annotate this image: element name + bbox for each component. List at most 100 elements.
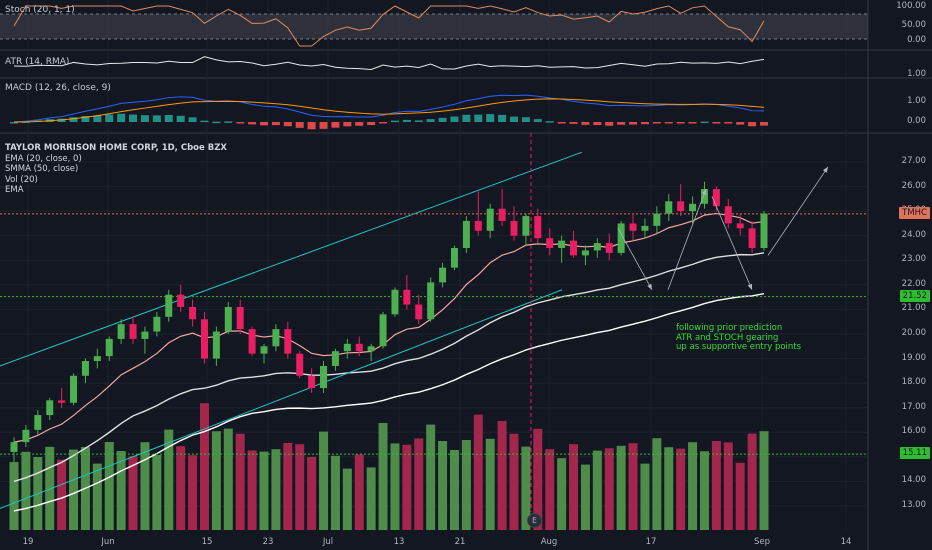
price-tick: 27.00 [901,156,926,166]
atr-pane-label: ATR (14, RMA) [5,57,70,67]
candle-body [81,361,89,376]
candle-body [462,220,470,248]
macd-histogram-bar [188,117,197,122]
prediction-arrow [617,228,653,290]
macd-histogram-bar [712,122,721,124]
candle-body [212,331,220,359]
volume-bar [497,421,507,530]
earnings-marker[interactable]: E [527,513,542,528]
volume-bar [330,455,340,530]
atr-line [13,56,765,71]
volume-bar [569,444,579,530]
volume-bar [485,438,495,530]
macd-histogram-bar [367,122,376,126]
arrow-head [822,166,828,173]
volume-bar [176,446,186,530]
macd-histogram-bar [736,122,745,125]
candle-body [165,294,173,317]
volume-bar [557,458,567,530]
time-tick: 21 [454,537,466,547]
candle-body [70,375,78,403]
arrow-head [747,283,752,290]
macd-histogram-bar [295,122,304,128]
candle-body [415,304,423,320]
candle-body [105,338,113,357]
candle-body [10,442,18,452]
time-tick: 14 [840,537,852,547]
volume-bar [235,433,245,530]
macd-histogram-bar [414,120,423,122]
macd-histogram-bar [605,122,614,126]
price-tick: 19.00 [901,352,926,363]
candle-body [700,189,708,204]
macd-histogram-bar [664,122,673,124]
price-tick: 17.00 [901,401,926,412]
stoch-band [0,14,868,39]
candle-body [510,220,518,236]
candle-body [486,208,494,231]
macd-histogram-bar [129,114,138,122]
stoch-tick: 0.00 [907,35,926,45]
volume-bar [92,463,102,530]
macd-histogram-bar [510,116,518,122]
time-tick: Aug [540,537,558,547]
macd-histogram-bar [521,117,530,122]
volume-bar [128,456,138,530]
candle-body [284,329,292,354]
symbol-title: TAYLOR MORRISON HOME CORP, 1D, Cboe BZX [5,143,227,153]
volume-bar [509,433,519,530]
macd-histogram-bar [355,122,364,126]
volume-bar [199,403,209,530]
price-tick: 23.00 [901,254,926,265]
candle-body [308,375,316,389]
price-tick: 21.00 [901,303,926,314]
indicator-ema20: EMA (20, close, 0) [5,153,82,164]
prediction-arrow [767,166,829,256]
volume-bar [152,455,162,530]
price-tick: 16.00 [901,426,926,437]
candle-body [224,306,232,332]
price-badge: 15.11 [899,447,930,460]
prediction-annotation: following prior prediction ATR and STOCH… [676,323,802,352]
volume-bar [699,451,709,530]
indicator-vol: Vol (20) [5,174,38,185]
macd-histogram-bar [331,122,340,128]
macd-pane-label: MACD (12, 26, close, 9) [5,83,111,93]
macd-histogram-bar [140,115,149,122]
macd-histogram-bar [474,114,483,122]
macd-histogram-bar [224,121,233,123]
candle-body [641,225,649,231]
candle-body [581,250,589,256]
sma-slow-line [13,292,765,512]
volume-bar [354,454,364,530]
time-tick: 13 [393,537,405,547]
candle-body [736,223,744,229]
candle-body [558,240,566,248]
volume-bar [580,464,590,530]
candle-body [570,240,578,256]
volume-bar [188,455,198,530]
macd-histogram-bar [69,117,78,122]
candle-body [22,429,30,443]
candle-body [605,243,613,253]
candle-body [355,343,363,352]
time-tick: 23 [262,537,274,547]
volume-bar [592,450,602,530]
macd-histogram-bar [545,121,554,123]
candle-body [296,353,304,376]
indicator-ema: EMA [5,185,24,195]
prediction-arrow [711,196,753,290]
candle-body [617,223,625,253]
macd-histogram-bar [236,122,245,124]
volume-bar [533,428,543,530]
candle-body [129,324,137,339]
macd-histogram-bar [271,122,280,126]
volume-bar [438,441,448,530]
macd-histogram-bar [81,116,90,122]
price-tick: 22.00 [901,278,926,289]
volume-bar [759,431,769,530]
candle-body [272,329,280,347]
volume-bar [164,429,174,530]
indicator-smma50: SMMA (50, close) [5,164,79,174]
